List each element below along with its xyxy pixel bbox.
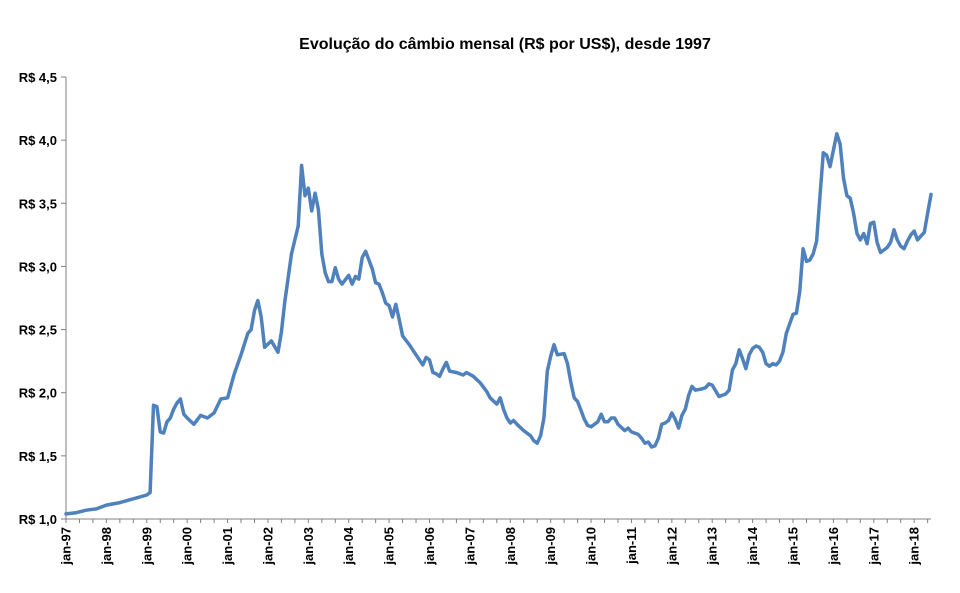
y-tick-label: R$ 1,0 <box>19 512 57 527</box>
x-tick-label: jan-99 <box>139 527 154 566</box>
x-tick-label: jan-98 <box>99 527 114 566</box>
axes <box>65 77 931 520</box>
x-tick-label: jan-14 <box>745 526 760 565</box>
y-tick-label: R$ 3,5 <box>19 196 57 211</box>
x-tick-label: jan-05 <box>382 527 397 566</box>
x-axis-ticks: jan-97 jan-98 jan-99 jan-00 jan-01 jan-02 jan-… <box>59 519 929 566</box>
y-axis-ticks: R$ 1,0 R$ 1,5 R$ 2,0 R$ 2,5 R$ 3,0 R$ 3,5 R$ 4… <box>19 70 66 527</box>
x-tick-label: jan-12 <box>664 527 679 566</box>
x-tick-label: jan-04 <box>341 526 356 565</box>
x-tick-label: jan-97 <box>59 527 74 566</box>
x-tick-label: jan-03 <box>301 527 316 566</box>
x-tick-label: jan-00 <box>180 527 195 566</box>
x-tick-label: jan-13 <box>705 527 720 566</box>
x-tick-label: jan-07 <box>462 527 477 566</box>
series-line <box>64 132 933 516</box>
y-tick-label: R$ 4,5 <box>19 70 57 85</box>
x-tick-label: jan-11 <box>624 527 639 565</box>
x-tick-label: jan-18 <box>907 527 922 566</box>
x-tick-label: jan-17 <box>866 527 881 566</box>
chart-title: Evolução do câmbio mensal (R$ por US$), … <box>299 36 711 53</box>
x-tick-label: jan-01 <box>220 527 235 566</box>
x-tick-label: jan-08 <box>503 527 518 566</box>
x-tick-label: jan-09 <box>543 527 558 566</box>
x-tick-label: jan-15 <box>786 527 801 566</box>
y-tick-label: R$ 2,0 <box>19 386 57 401</box>
y-tick-label: R$ 1,5 <box>19 449 57 464</box>
y-tick-label: R$ 3,0 <box>19 259 57 274</box>
x-tick-label: jan-06 <box>422 527 437 566</box>
y-tick-label: R$ 4,0 <box>19 133 57 148</box>
x-tick-label: jan-16 <box>826 527 841 566</box>
x-tick-label: jan-10 <box>584 527 599 566</box>
y-tick-label: R$ 2,5 <box>19 323 57 338</box>
x-tick-label: jan-02 <box>260 527 275 566</box>
